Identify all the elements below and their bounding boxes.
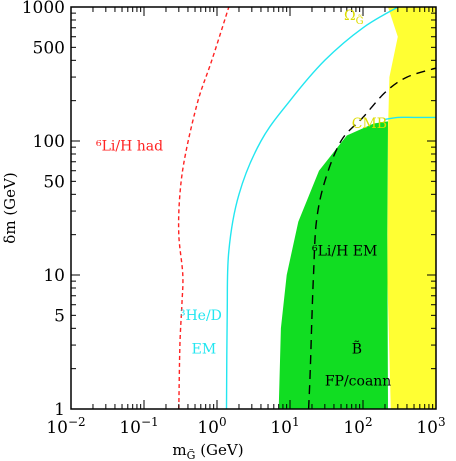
ticks-layer (70, 6, 437, 410)
y-tick-label: 50 (43, 172, 65, 192)
ann-fp: FP/coann (325, 373, 392, 389)
y-tick-label: 5 (54, 306, 65, 326)
region-green (278, 121, 388, 409)
ann-li6-em: ⁶Li/H EM (312, 243, 377, 259)
y-tick-label: 100 (33, 132, 65, 152)
y-tick-label: 1 (54, 400, 65, 420)
x-tick-label: 10−2 (46, 415, 85, 438)
ann-omega: ΩG̃ (344, 8, 364, 27)
ann-btilde: B̃ (352, 340, 362, 358)
x-tick-label: 101 (270, 415, 299, 438)
y-tick-label: 500 (33, 38, 65, 58)
ann-he3d: ³He/D (180, 308, 222, 324)
ann-li6-had: ⁶Li/H had (96, 138, 163, 154)
x-tick-label: 102 (343, 415, 372, 438)
y-tick-labels: 1 5 10 50 100 500 1000 (22, 0, 65, 420)
plot-frame (70, 6, 437, 410)
lines-layer (177, 7, 436, 409)
curve-cmb (384, 116, 436, 121)
x-tick-label: 103 (416, 415, 445, 438)
curve-li6-em (307, 67, 436, 409)
ann-em: EM (192, 341, 217, 357)
regions-layer (278, 7, 436, 409)
curve-he3d-em (225, 7, 399, 409)
region-yellow (387, 7, 436, 409)
x-tick-label: 10−1 (119, 415, 158, 438)
x-axis-title: mG̃ (GeV) (172, 441, 243, 461)
x-tick-labels: 10−2 10−1 100 101 102 103 (46, 415, 445, 438)
x-tick-label: 100 (197, 415, 226, 438)
y-tick-label: 1000 (22, 0, 65, 18)
ann-cmb: CMB (352, 116, 387, 132)
annotations-layer: ⁶Li/H had ΩG̃ CMB ⁶Li/H EM ³He/D EM B̃ FP/coann (96, 8, 391, 389)
curve-li6-had (177, 7, 230, 409)
y-tick-label: 10 (43, 266, 65, 286)
y-axis-title: δm (GeV) (1, 172, 19, 243)
